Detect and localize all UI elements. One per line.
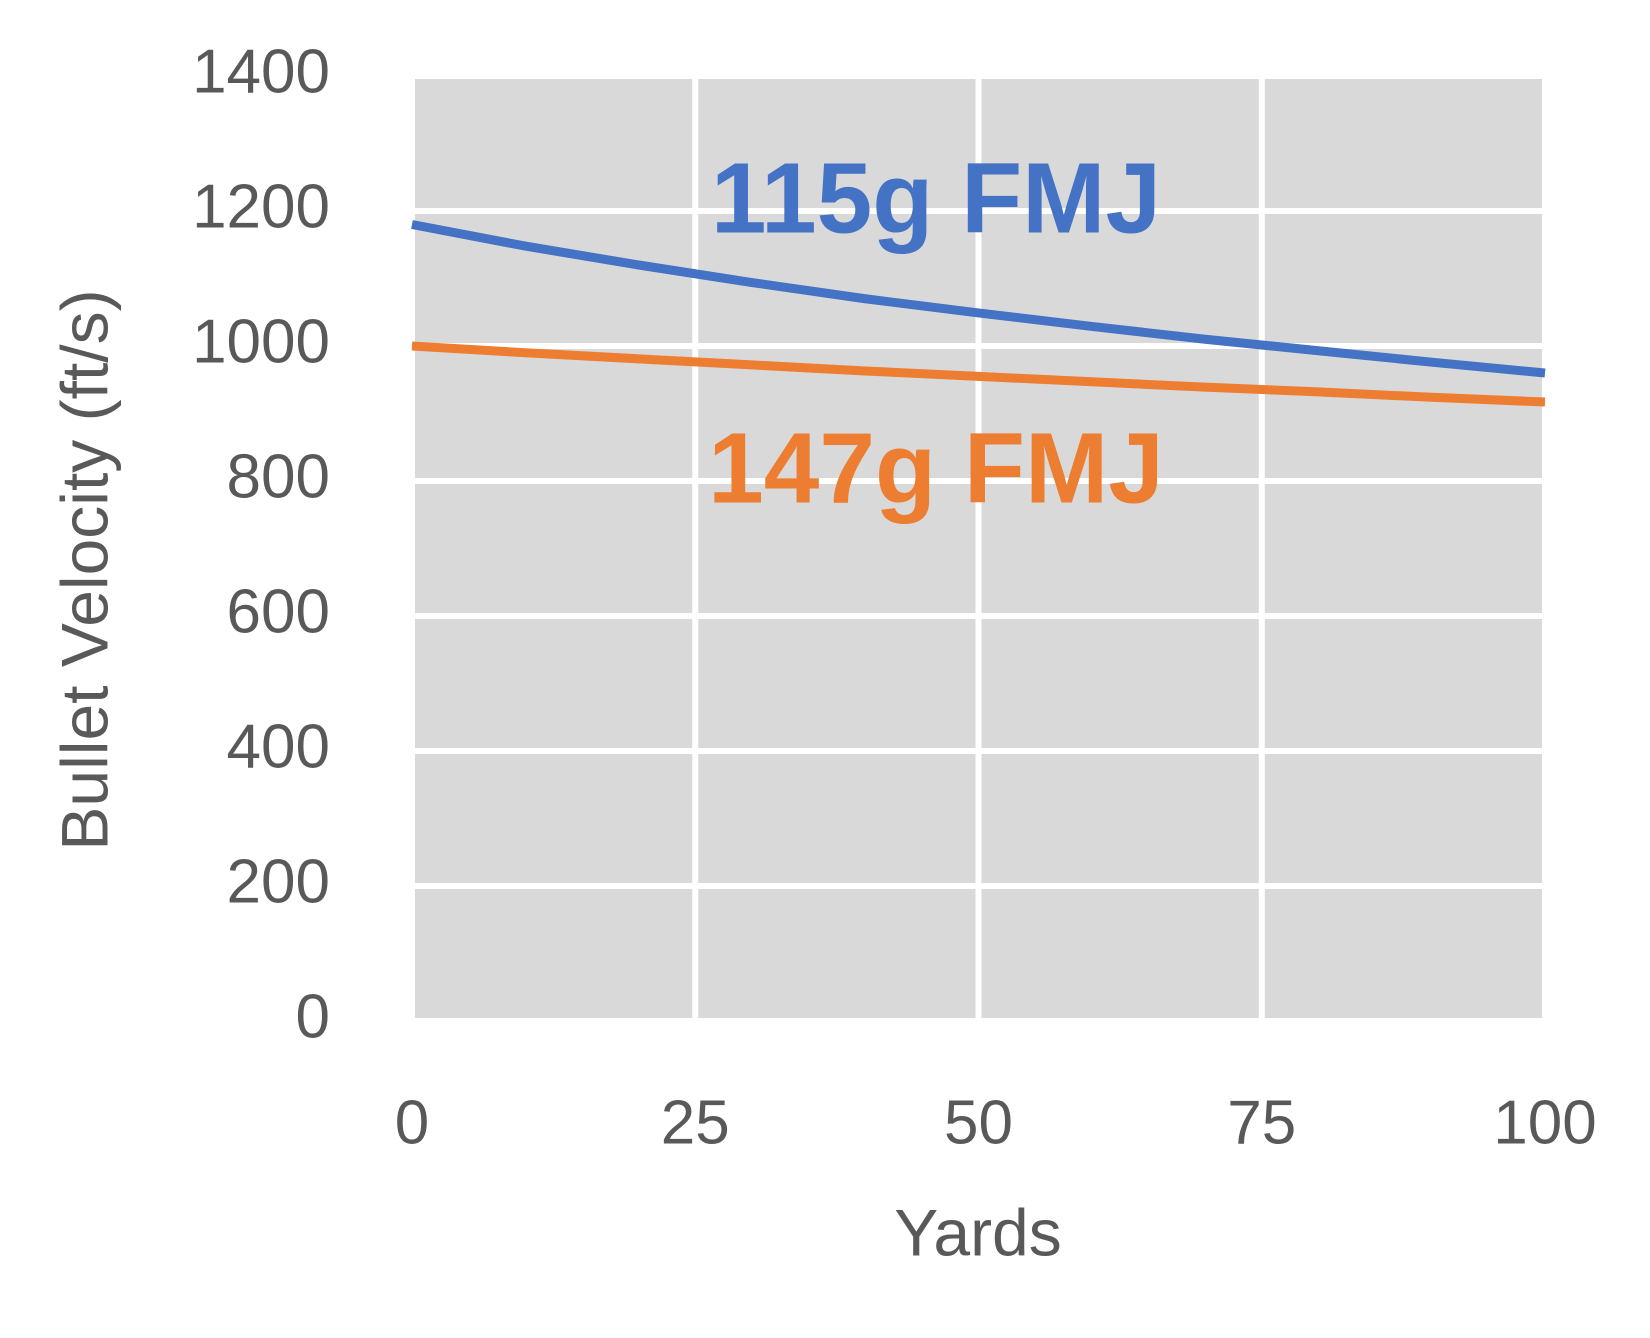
y-axis-title: Bullet Velocity (ft/s) (47, 289, 121, 850)
series-label: 147g FMJ (708, 412, 1164, 524)
y-tick-label: 600 (227, 577, 330, 646)
y-tick-label: 1000 (192, 307, 330, 376)
x-axis-title: Yards (894, 1195, 1062, 1269)
x-tick-label: 25 (661, 1088, 730, 1157)
y-tick-label: 1400 (192, 37, 330, 106)
series-label: 115g FMJ (711, 142, 1161, 254)
y-tick-label: 800 (227, 442, 330, 511)
x-tick-label: 0 (395, 1088, 429, 1157)
series-line (411, 341, 1546, 407)
x-tick-label: 75 (1227, 1088, 1296, 1157)
series-line (411, 220, 1546, 378)
y-tick-label: 400 (227, 712, 330, 781)
y-tick-label: 1200 (192, 172, 330, 241)
y-tick-label: 200 (227, 847, 330, 916)
y-tick-label: 0 (296, 982, 330, 1051)
x-tick-label: 100 (1493, 1088, 1596, 1157)
x-tick-label: 50 (944, 1088, 1013, 1157)
